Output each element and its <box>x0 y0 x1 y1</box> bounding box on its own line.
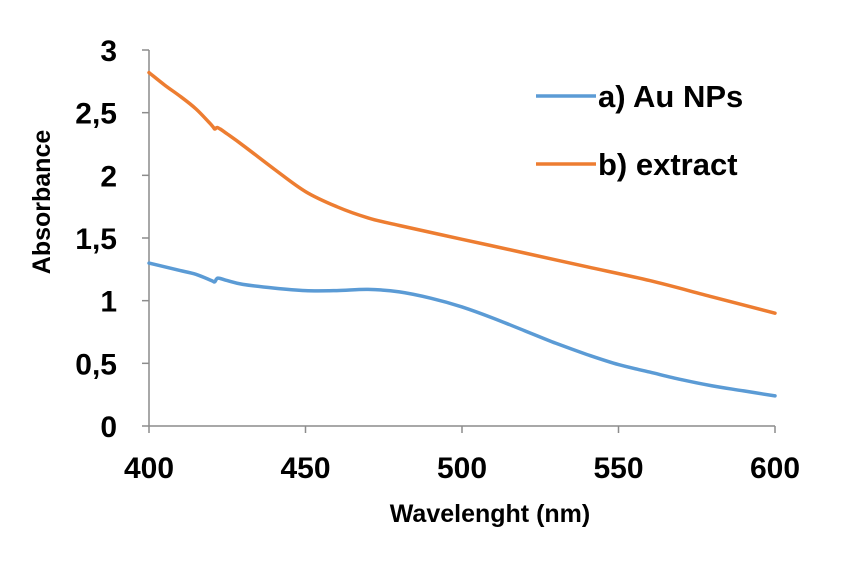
y-tick-group: 0 0,5 1 1,5 2 2,5 3 <box>75 35 149 444</box>
x-tick-label: 450 <box>280 452 330 485</box>
x-axis-title: Wavelenght (nm) <box>390 500 590 528</box>
y-tick-label: 1,5 <box>75 223 117 256</box>
legend-label-extract: b) extract <box>598 147 738 182</box>
y-axis-title: Absorbance <box>28 130 56 275</box>
legend-label-au-nps: a) Au NPs <box>598 79 743 114</box>
x-tick-label: 500 <box>437 452 487 485</box>
x-tick-label: 600 <box>750 452 800 485</box>
y-tick-label: 2 <box>100 160 117 193</box>
y-tick-label: 1 <box>100 286 117 319</box>
y-tick-label: 0,5 <box>75 348 117 381</box>
y-tick-label: 2,5 <box>75 98 117 131</box>
series-line-au-nps <box>147 261 777 398</box>
series-group <box>147 70 777 398</box>
x-tick-label: 550 <box>593 452 643 485</box>
y-tick-label: 3 <box>100 35 117 68</box>
legend: a) Au NPs b) extract <box>536 79 743 182</box>
x-tick-label: 400 <box>124 452 174 485</box>
x-tick-group: 400 450 500 550 600 <box>124 426 800 485</box>
series-line-extract <box>147 70 777 315</box>
y-tick-label: 0 <box>100 411 117 444</box>
